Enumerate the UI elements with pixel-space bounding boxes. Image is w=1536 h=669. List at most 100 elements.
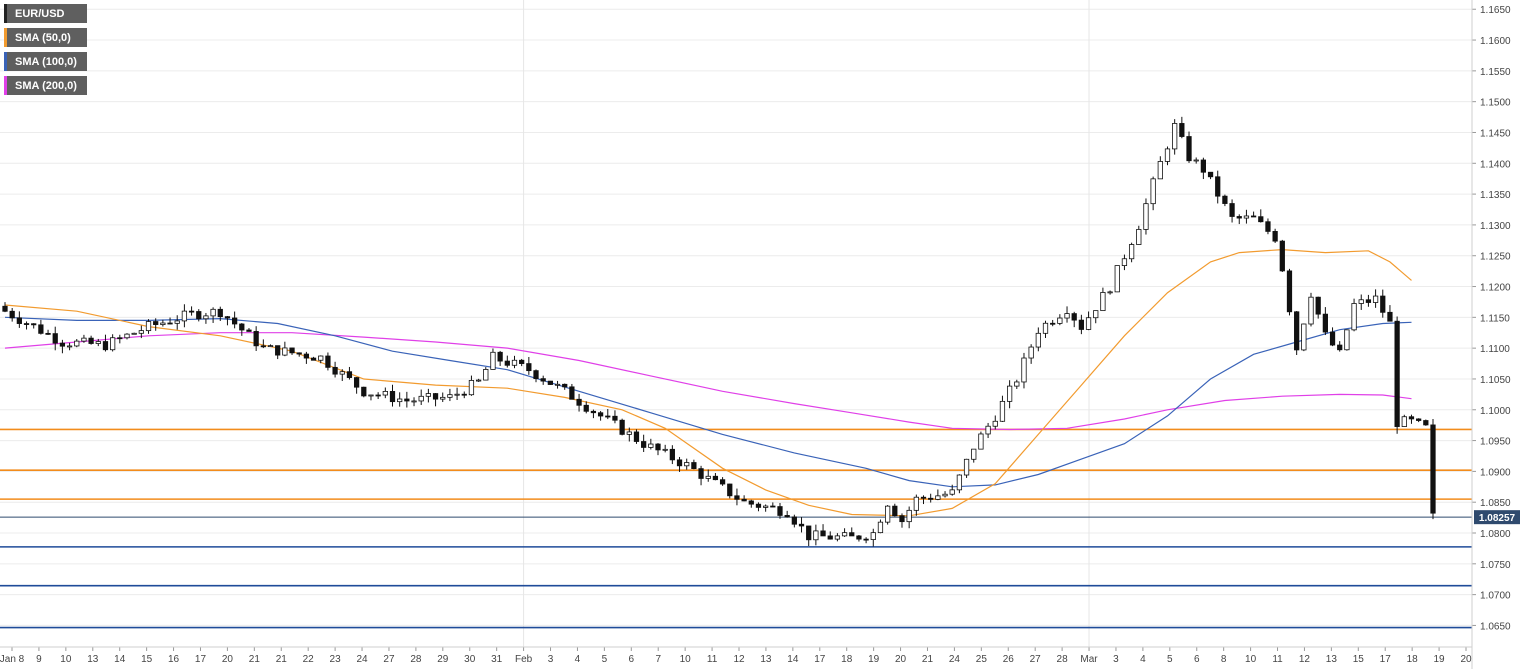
candle-body xyxy=(368,394,374,397)
candle xyxy=(519,358,525,367)
candle xyxy=(74,339,80,348)
candle-body xyxy=(1121,258,1128,266)
candle-body xyxy=(1157,161,1163,180)
candle-body xyxy=(849,532,855,537)
candle xyxy=(88,335,94,345)
candle xyxy=(389,384,396,407)
candle-body xyxy=(124,333,130,339)
candle-body xyxy=(1164,148,1171,162)
candle xyxy=(1329,327,1336,347)
candle-body xyxy=(676,459,683,467)
candle xyxy=(1416,418,1422,423)
candle-body xyxy=(626,431,632,435)
candle xyxy=(806,525,812,547)
candle-body xyxy=(892,505,898,517)
candle xyxy=(576,393,582,412)
candle xyxy=(1394,316,1400,434)
last-price-badge xyxy=(1474,510,1520,525)
y-tick-label: 1.1250 xyxy=(1480,252,1511,263)
candle xyxy=(45,329,51,335)
candle xyxy=(612,410,618,424)
x-tick-label: 19 xyxy=(1434,654,1446,665)
candle xyxy=(1344,329,1350,351)
candle xyxy=(1215,170,1221,204)
candle-body xyxy=(741,498,747,502)
candle-body xyxy=(1014,381,1020,387)
x-tick-label: 20 xyxy=(1460,654,1472,665)
candle-body xyxy=(920,496,927,499)
candle xyxy=(1014,379,1020,389)
candle-body xyxy=(38,324,44,334)
candle-body xyxy=(1107,291,1113,294)
candle-body xyxy=(511,359,518,366)
candle xyxy=(956,474,963,494)
x-tick-label: 13 xyxy=(1326,654,1338,665)
y-tick-label: 1.1100 xyxy=(1480,344,1510,355)
y-tick-label: 1.1600 xyxy=(1480,36,1511,47)
sma-100-line xyxy=(4,316,1412,488)
candle xyxy=(224,315,231,326)
candle-body xyxy=(1186,136,1192,162)
candle-body xyxy=(188,310,195,313)
candle xyxy=(1057,314,1063,326)
candle-body xyxy=(856,535,862,540)
candle-body xyxy=(504,360,510,366)
x-tick-label: 4 xyxy=(575,654,581,665)
candle-body xyxy=(978,433,984,450)
candle xyxy=(641,434,647,453)
candle xyxy=(1050,319,1056,327)
candle-body xyxy=(1308,296,1314,325)
candle xyxy=(827,531,833,540)
candle-body xyxy=(468,380,475,396)
candle-body xyxy=(217,308,223,318)
legend-swatch xyxy=(4,28,7,47)
candle-body xyxy=(353,377,360,388)
candle xyxy=(454,387,460,401)
candle-body xyxy=(117,337,123,340)
candle xyxy=(282,341,288,357)
candlesticks xyxy=(2,116,1436,547)
candle-body xyxy=(483,369,489,381)
x-tick-label: 30 xyxy=(464,654,476,665)
candle-body xyxy=(1401,416,1407,427)
legend-item-sma-50[interactable]: SMA (50,0) xyxy=(4,28,87,47)
candle xyxy=(253,326,259,351)
candle xyxy=(777,502,783,519)
candle xyxy=(1164,146,1171,166)
candle xyxy=(102,334,109,352)
candle xyxy=(655,443,661,456)
candle-body xyxy=(619,419,625,435)
candle xyxy=(81,334,87,343)
candle xyxy=(892,503,898,517)
candle-body xyxy=(583,404,589,412)
legend-item-sma-100[interactable]: SMA (100,0) xyxy=(4,52,87,71)
candle xyxy=(296,352,302,357)
candle-body xyxy=(547,380,553,385)
legend-item-eurusd[interactable]: EUR/USD xyxy=(4,4,87,23)
candle-body xyxy=(834,535,841,540)
candle-body xyxy=(669,448,675,461)
candle-body xyxy=(131,332,137,335)
candle xyxy=(411,397,417,407)
candle xyxy=(203,312,209,324)
legend-item-sma-200[interactable]: SMA (200,0) xyxy=(4,76,87,95)
candle-body xyxy=(332,366,338,375)
candle-body xyxy=(224,316,231,319)
x-tick-label: 14 xyxy=(114,654,126,665)
candle-body xyxy=(361,386,367,397)
x-tick-label: 6 xyxy=(1194,654,1200,665)
candle-body xyxy=(655,443,661,451)
candle-body xyxy=(992,420,998,427)
candle-body xyxy=(31,323,37,326)
candle-body xyxy=(1207,171,1214,178)
candle-body xyxy=(1322,313,1328,333)
x-tick-label: 10 xyxy=(1245,654,1257,665)
candle-body xyxy=(806,525,812,541)
candle-body xyxy=(648,443,654,448)
y-tick-label: 1.1450 xyxy=(1480,128,1511,139)
candle-body xyxy=(791,516,797,525)
candle-body xyxy=(81,337,87,342)
candle xyxy=(418,389,424,405)
candle-body xyxy=(705,475,711,479)
